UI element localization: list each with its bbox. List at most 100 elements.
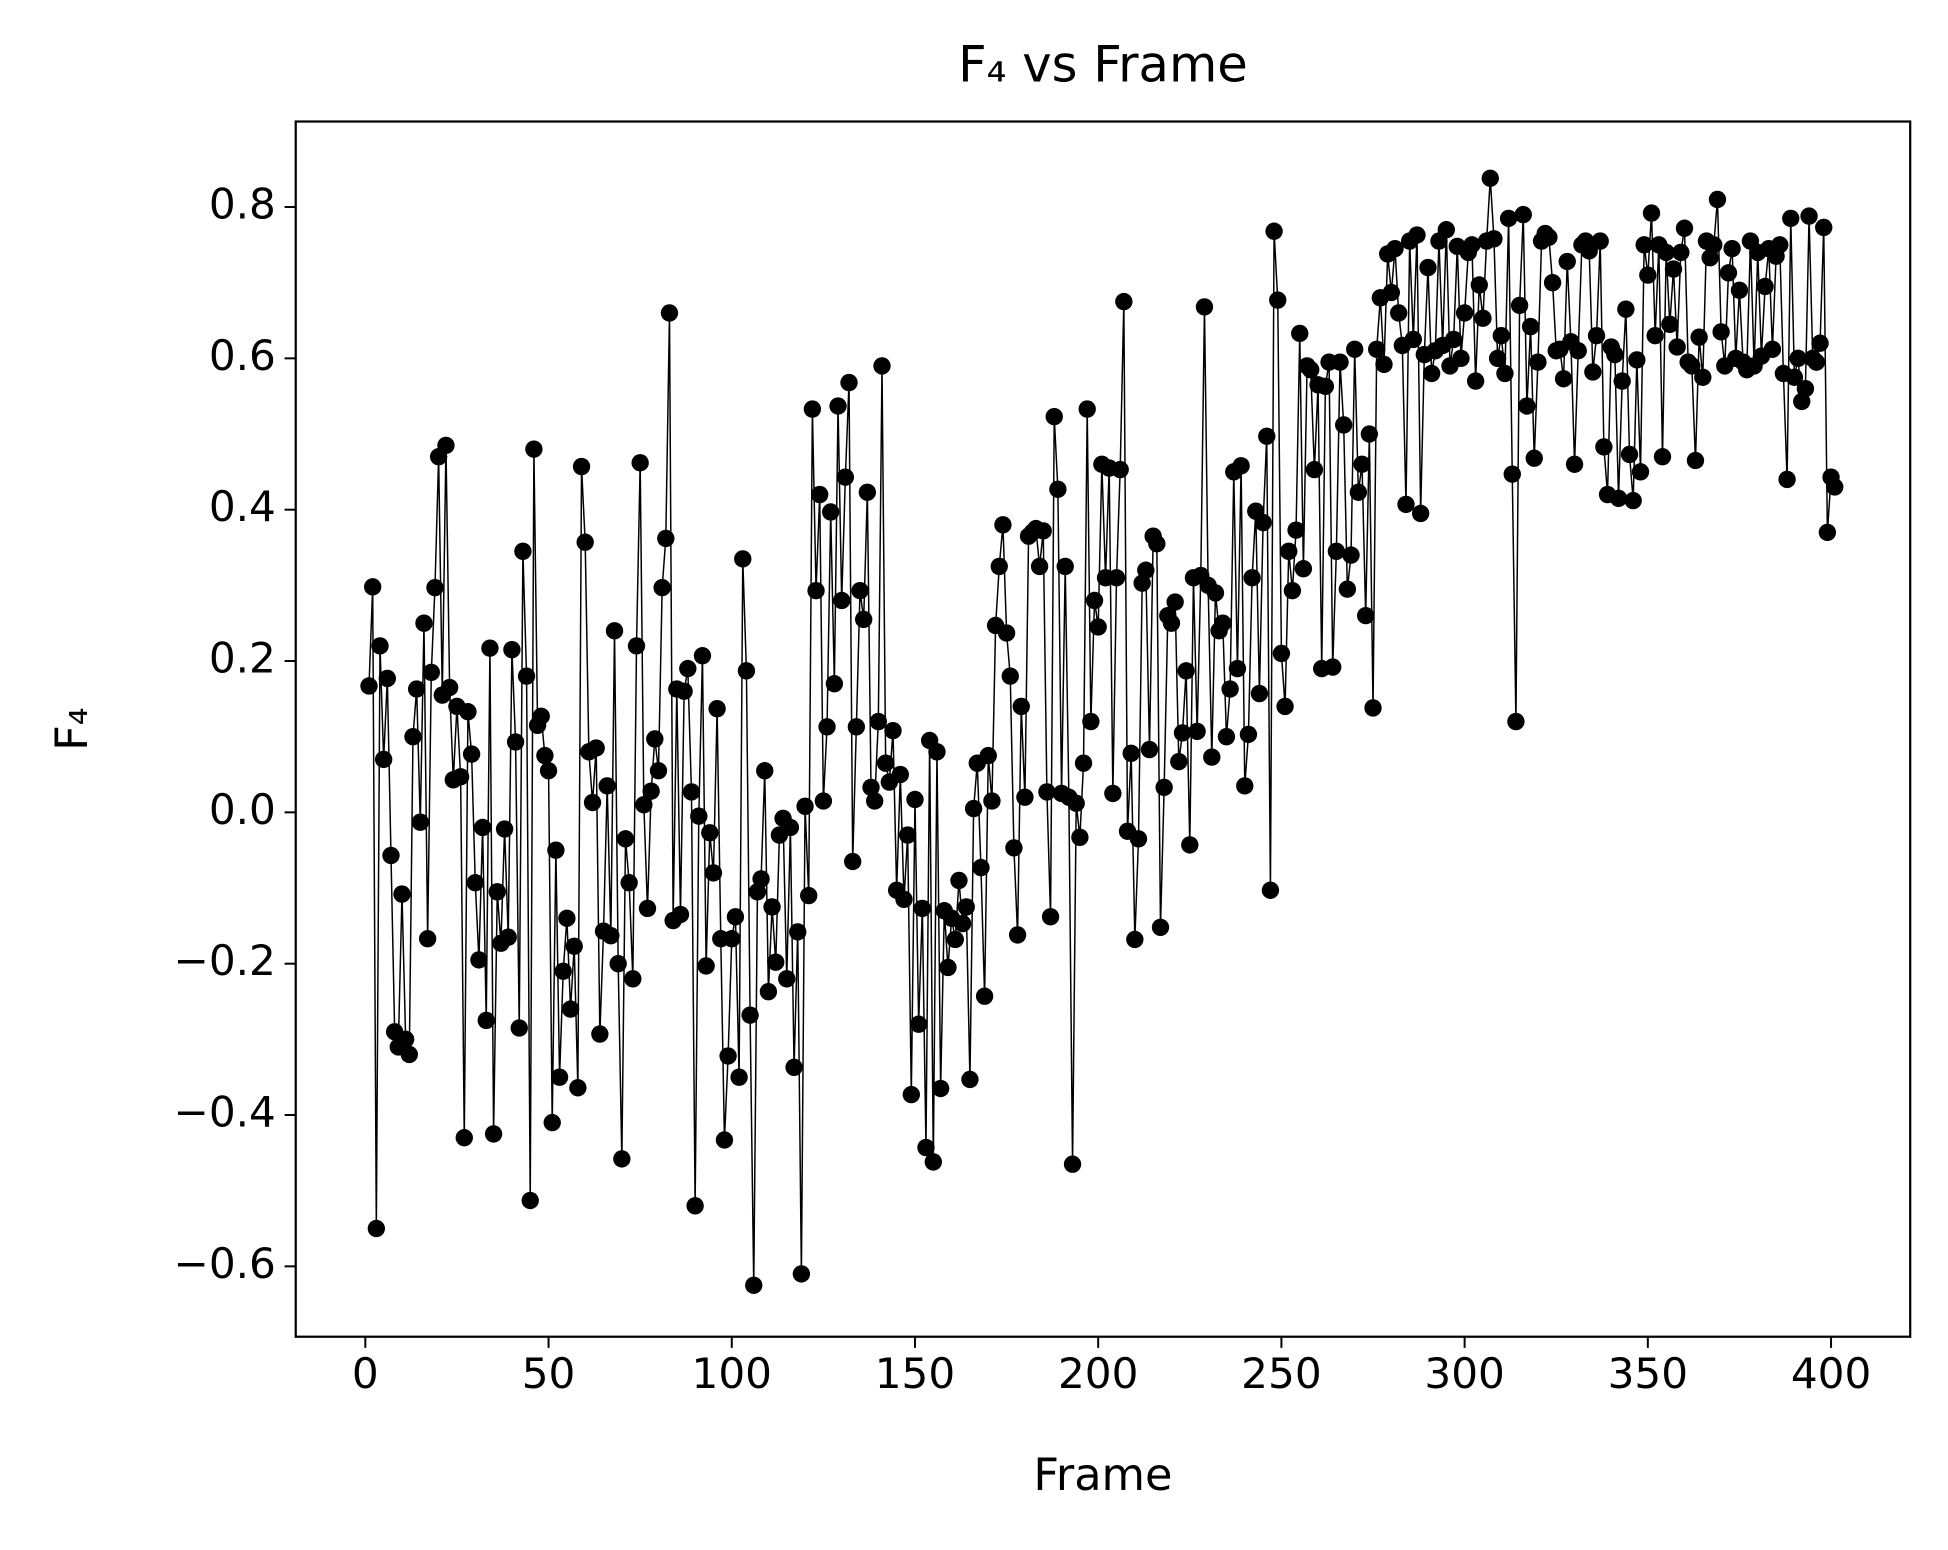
data-point [616, 830, 635, 848]
data-point [836, 468, 855, 486]
data-point [953, 914, 972, 933]
data-point [1492, 326, 1510, 345]
data-point [503, 640, 521, 659]
data-point [778, 970, 796, 988]
data-point [1485, 230, 1503, 248]
data-point [426, 578, 444, 597]
data-point [591, 1025, 609, 1043]
data-point [1181, 836, 1199, 854]
data-point [1675, 219, 1694, 237]
data-point [481, 639, 499, 657]
data-point [404, 728, 422, 746]
data-point [532, 707, 550, 725]
plot-frame [294, 120, 1912, 1338]
data-point [675, 682, 693, 700]
data-point [1782, 209, 1800, 228]
data-point [924, 1153, 942, 1171]
data-point [1653, 448, 1672, 466]
data-point [1672, 243, 1690, 262]
data-point [1250, 684, 1269, 703]
data-point [1646, 326, 1664, 345]
data-point [1258, 427, 1276, 445]
data-point [635, 796, 653, 814]
data-point [1346, 340, 1364, 358]
data-point [1287, 521, 1305, 539]
data-point [822, 503, 840, 521]
data-point [1763, 340, 1782, 358]
data-point [1357, 606, 1375, 625]
data-point [1690, 328, 1708, 346]
data-point [411, 813, 429, 831]
data-point [1510, 296, 1529, 315]
data-point [1789, 349, 1807, 368]
data-point [1324, 658, 1342, 676]
data-point [1008, 926, 1027, 944]
data-point [1694, 368, 1712, 386]
data-point [1360, 425, 1379, 443]
data-point [990, 557, 1008, 576]
data-point [701, 824, 719, 842]
data-point [1243, 569, 1261, 587]
data-point [818, 718, 836, 736]
data-point [415, 614, 433, 632]
data-point [1228, 659, 1247, 678]
data-point [1261, 881, 1280, 899]
data-point [1723, 239, 1741, 258]
data-point [1785, 368, 1804, 386]
data-point [983, 792, 1001, 810]
data-point [1800, 207, 1818, 225]
data-point [539, 762, 558, 780]
data-point [1331, 353, 1349, 371]
data-point [470, 951, 488, 969]
data-point [1617, 300, 1635, 318]
data-point [1030, 557, 1049, 576]
data-point [1620, 445, 1639, 464]
data-point [1126, 930, 1144, 949]
data-point [1540, 228, 1558, 246]
data-point [737, 662, 756, 680]
data-point [928, 743, 946, 761]
data-point [1521, 317, 1540, 336]
data-point [1796, 379, 1815, 398]
data-point [624, 970, 642, 988]
data-point [517, 667, 536, 685]
data-point [763, 898, 781, 916]
data-point [609, 955, 627, 973]
data-point [1389, 304, 1408, 322]
data-point [1206, 584, 1225, 602]
data-point [946, 930, 964, 949]
data-point [1265, 222, 1283, 240]
data-point [1525, 449, 1543, 467]
data-point [994, 516, 1012, 534]
data-point [975, 987, 994, 1005]
data-point [367, 1219, 386, 1238]
data-point [422, 663, 440, 682]
data-point [723, 930, 741, 948]
data-point [1016, 788, 1034, 806]
data-point [1195, 298, 1214, 316]
data-point [1221, 680, 1239, 698]
data-point [1408, 226, 1426, 244]
data-point [1404, 330, 1423, 349]
data-point [833, 591, 851, 610]
background [6, 0, 1942, 1550]
data-point [1635, 236, 1653, 254]
data-point [767, 953, 785, 971]
data-point [1104, 784, 1122, 803]
data-point [1642, 204, 1661, 222]
data-point [499, 928, 517, 946]
data-point [1503, 465, 1521, 483]
data-point [583, 793, 602, 812]
data-point [961, 1070, 979, 1089]
data-point [1569, 342, 1587, 360]
data-point [1038, 783, 1056, 801]
data-point [913, 899, 931, 918]
chart-title: F₄ vs Frame [958, 36, 1248, 94]
data-point [400, 1045, 418, 1064]
data-point [734, 550, 752, 568]
data-point [1683, 357, 1701, 375]
data-point [561, 1000, 580, 1018]
data-point [741, 1006, 759, 1024]
data-point [865, 792, 884, 810]
y-tick-label: 0.4 [209, 482, 276, 531]
